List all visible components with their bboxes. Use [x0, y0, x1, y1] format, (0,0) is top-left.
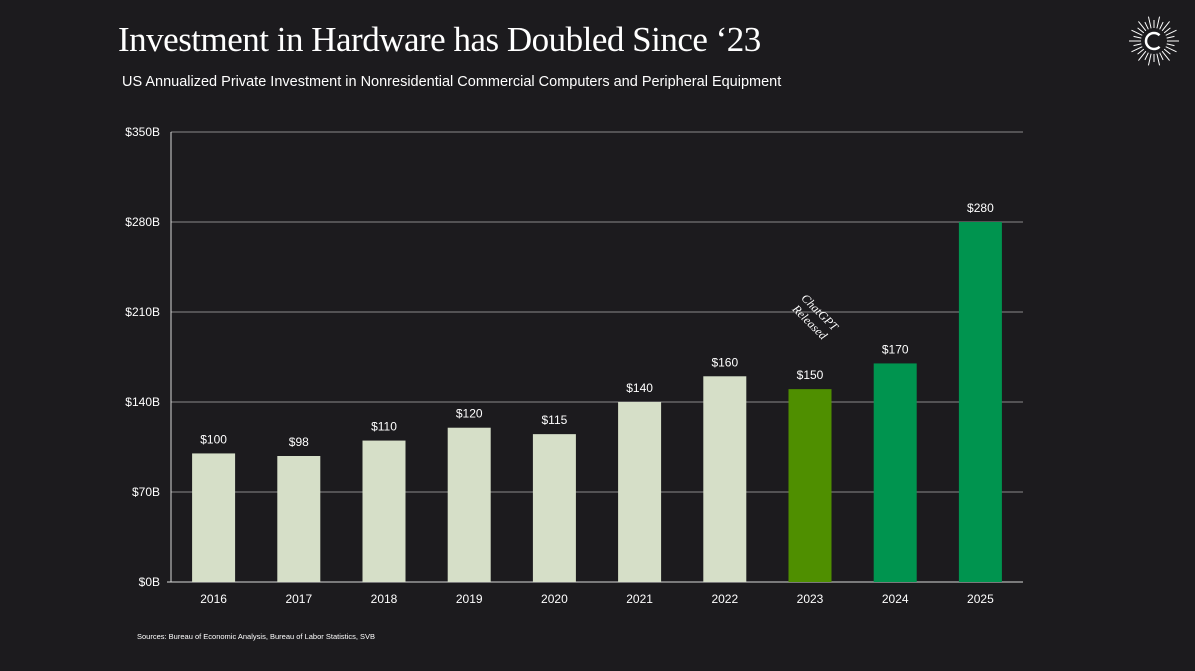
logo-ray [1166, 35, 1175, 39]
logo-ray [1159, 21, 1164, 30]
x-tick-label-2017: 2017 [285, 592, 312, 606]
x-tick-label-2025: 2025 [967, 592, 994, 606]
y-tick-label: $350B [125, 125, 160, 139]
bar-2025 [958, 222, 1002, 582]
logo-ray [1137, 48, 1145, 55]
logo-ray [1147, 53, 1152, 66]
data-label-2024: $170 [882, 342, 909, 356]
logo-ray [1161, 50, 1170, 61]
bar-2016 [192, 453, 236, 582]
data-label-2021: $140 [626, 381, 653, 395]
logo-ray [1147, 16, 1152, 29]
y-tick-label: $70B [132, 485, 160, 499]
logo-ray [1133, 43, 1142, 47]
data-label-2023: $150 [797, 368, 824, 382]
logo-ray [1163, 27, 1171, 34]
data-label-2018: $110 [371, 420, 397, 434]
x-tick-label-2021: 2021 [626, 592, 653, 606]
logo-ray [1138, 21, 1147, 32]
x-tick-label-2022: 2022 [711, 592, 738, 606]
chart-title: Investment in Hardware has Doubled Since… [118, 20, 761, 59]
bar-2021 [618, 402, 662, 582]
sunburst-c-logo-icon [1129, 16, 1179, 66]
logo-ray [1165, 46, 1177, 53]
logo-ray [1131, 29, 1143, 36]
logo-ray [1144, 21, 1149, 30]
y-tick-label: $0B [139, 575, 160, 589]
bar-2019 [447, 427, 491, 582]
x-tick-label-2016: 2016 [200, 592, 227, 606]
x-tick-label-2020: 2020 [541, 592, 568, 606]
bar-2024 [873, 363, 917, 582]
y-tick-label: $280B [125, 215, 160, 229]
logo-ray [1156, 16, 1161, 29]
logo-ray [1165, 29, 1177, 36]
y-tick-label: $140B [125, 395, 160, 409]
logo-ray [1159, 52, 1164, 61]
data-label-2025: $280 [967, 201, 994, 215]
bar-2022 [703, 376, 747, 582]
x-tick-label-2019: 2019 [456, 592, 483, 606]
bar-2023 [788, 389, 832, 582]
bar-2020 [532, 434, 576, 582]
data-label-2020: $115 [541, 413, 567, 427]
data-label-2017: $98 [289, 435, 309, 449]
data-label-2022: $160 [711, 355, 738, 369]
x-tick-label-2023: 2023 [797, 592, 824, 606]
data-label-2016: $100 [200, 432, 227, 446]
logo-ray [1161, 21, 1170, 32]
logo-ray [1131, 46, 1143, 53]
data-label-2019: $120 [456, 407, 483, 421]
logo-ray [1156, 53, 1161, 66]
source-note: Sources: Bureau of Economic Analysis, Bu… [137, 632, 376, 641]
chart-subtitle: US Annualized Private Investment in Nonr… [122, 74, 782, 90]
x-tick-label-2018: 2018 [371, 592, 398, 606]
logo-ray [1137, 27, 1145, 34]
bar-2017 [277, 456, 321, 582]
logo-ray [1166, 43, 1175, 47]
logo-ray [1133, 35, 1142, 39]
logo-c-letter [1144, 31, 1161, 51]
x-tick-label-2024: 2024 [882, 592, 909, 606]
y-tick-label: $210B [125, 305, 160, 319]
logo-ray [1144, 52, 1149, 61]
bar-2018 [362, 440, 406, 582]
logo-ray [1138, 50, 1147, 61]
logo-ray [1163, 48, 1171, 55]
